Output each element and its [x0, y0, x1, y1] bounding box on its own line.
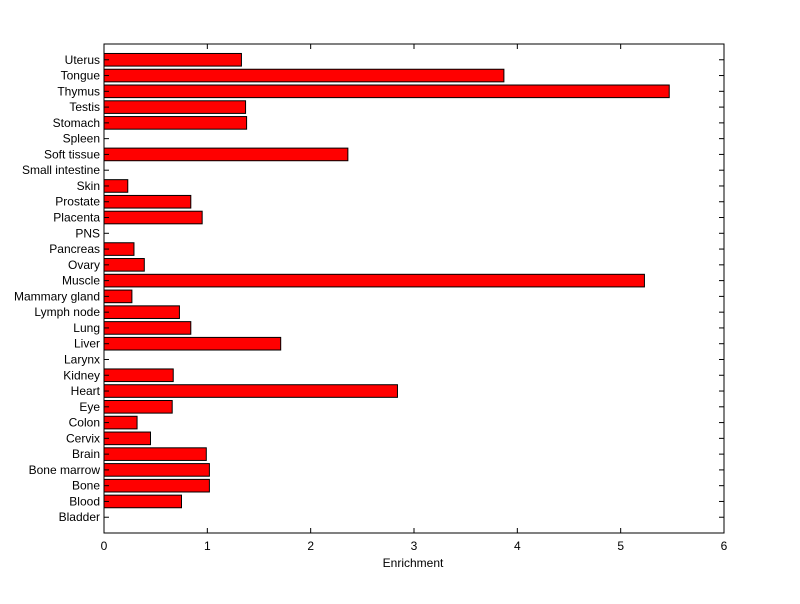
x-tick-label: 5: [617, 539, 624, 553]
y-tick-label: Bladder: [59, 510, 100, 524]
y-tick-label: Bone marrow: [29, 463, 101, 477]
bar-liver: [103, 336, 282, 351]
y-tick-label: Blood: [69, 494, 100, 508]
y-tick-label: PNS: [75, 226, 100, 240]
bar-bone: [103, 478, 210, 493]
y-tick-label: Heart: [71, 384, 101, 398]
x-tick-label: 3: [411, 539, 418, 553]
y-tick-label: Prostate: [55, 195, 100, 209]
x-tick-label: 2: [307, 539, 314, 553]
bar-tongue: [103, 68, 505, 83]
bar-lymph-node: [103, 305, 180, 319]
y-tick-label: Soft tissue: [44, 147, 100, 161]
x-tick-label: 4: [514, 539, 521, 553]
y-tick-label: Skin: [77, 179, 100, 193]
bar-bone-marrow: [103, 463, 210, 477]
y-tick-label: Bone: [72, 479, 100, 493]
bar-muscle: [103, 273, 645, 288]
plot-frame: [103, 43, 725, 534]
bar-blood: [103, 494, 182, 509]
y-tick-label: Uterus: [65, 53, 100, 67]
y-tick-label: Muscle: [62, 274, 100, 288]
bar-soft-tissue: [103, 147, 349, 162]
x-tick-label: 0: [101, 539, 108, 553]
y-tick-label: Lung: [73, 321, 100, 335]
y-tick-label: Placenta: [53, 211, 100, 225]
bar-lung: [103, 321, 192, 335]
y-tick-label: Testis: [69, 100, 100, 114]
bar-kidney: [103, 368, 174, 383]
y-tick-label: Colon: [69, 416, 100, 430]
y-tick-label: Tongue: [61, 69, 101, 83]
x-ticks-group: 0 1 2 3 4 5 6: [101, 44, 728, 553]
y-tick-label: Stomach: [53, 116, 100, 130]
y-tick-label: Thymus: [57, 84, 100, 98]
y-tick-label: Mammary gland: [14, 289, 100, 303]
bar-ovary: [103, 258, 145, 272]
bar-testis: [103, 100, 247, 114]
bar-prostate: [103, 194, 192, 209]
bar-cervix: [103, 431, 151, 446]
y-tick-label: Ovary: [68, 258, 100, 272]
y-tick-label: Larynx: [64, 352, 100, 366]
bar-thymus: [103, 84, 670, 99]
bar-brain: [103, 447, 207, 461]
y-tick-label: Eye: [79, 400, 100, 414]
y-tick-label: Lymph node: [34, 305, 100, 319]
y-tick-label: Small intestine: [22, 163, 100, 177]
bar-heart: [103, 384, 398, 398]
bar-uterus: [103, 52, 242, 67]
bar-placenta: [103, 210, 203, 225]
bar-eye: [103, 399, 173, 414]
y-tick-label: Liver: [74, 337, 100, 351]
y-tick-label: Spleen: [63, 132, 100, 146]
y-tick-label: Brain: [72, 447, 100, 461]
bar-stomach: [103, 116, 248, 130]
x-tick-label: 1: [204, 539, 211, 553]
y-tick-label: Kidney: [63, 368, 100, 382]
x-tick-label: 6: [721, 539, 728, 553]
y-tick-label: Cervix: [66, 431, 100, 445]
y-tick-label: Pancreas: [49, 242, 100, 256]
x-axis-label: Enrichment: [383, 556, 444, 570]
